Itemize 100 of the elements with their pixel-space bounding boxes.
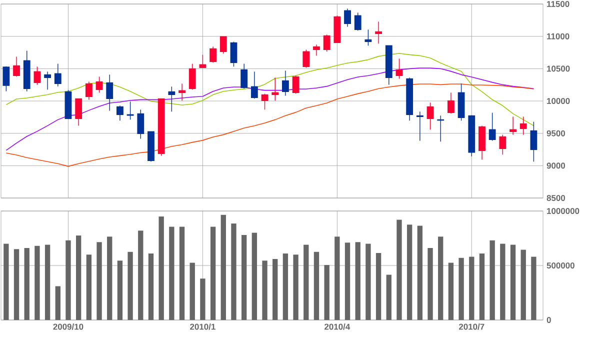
bar xyxy=(334,236,340,320)
bar xyxy=(324,264,330,320)
candlestick xyxy=(85,81,92,100)
candlestick xyxy=(292,75,300,94)
candlestick xyxy=(220,36,227,54)
bar xyxy=(86,254,92,320)
bar xyxy=(396,220,402,320)
candlestick xyxy=(468,114,476,157)
y-tick-label: 11000 xyxy=(547,33,570,40)
bar xyxy=(34,246,40,320)
candlestick xyxy=(520,116,527,136)
candlestick xyxy=(344,8,351,28)
bar xyxy=(479,254,485,320)
candlestick xyxy=(385,45,392,86)
candlestick xyxy=(250,71,258,100)
bar xyxy=(138,230,144,320)
bar xyxy=(344,242,350,320)
bar xyxy=(272,258,278,320)
x-tick-label: 2010/7 xyxy=(458,324,484,330)
bar xyxy=(231,224,236,320)
bar xyxy=(96,242,102,320)
candlestick xyxy=(488,112,496,142)
y-tick-label: 8500 xyxy=(546,195,566,201)
x-tick-label: 2009/10 xyxy=(53,324,84,330)
bar xyxy=(520,250,526,320)
bar xyxy=(55,286,60,320)
candlestick xyxy=(106,74,114,112)
bar xyxy=(241,234,247,320)
y-tick-label: 1000000 xyxy=(547,208,580,214)
candlestick xyxy=(354,12,362,31)
candlestick xyxy=(302,49,310,68)
bar xyxy=(252,232,258,320)
candlestick xyxy=(34,66,41,86)
bar xyxy=(210,226,216,320)
bar xyxy=(220,214,226,320)
candlestick xyxy=(137,109,144,140)
candlestick xyxy=(44,71,52,90)
bar xyxy=(169,226,174,320)
candlestick xyxy=(75,98,82,126)
candlestick xyxy=(406,77,414,122)
candlestick xyxy=(334,15,341,44)
bar xyxy=(314,252,320,320)
bar xyxy=(386,274,392,320)
bar xyxy=(406,224,412,320)
candlestick xyxy=(426,102,434,130)
candlestick xyxy=(96,76,103,94)
candlestick xyxy=(448,92,454,114)
x-tick-label: 2010/4 xyxy=(324,324,350,330)
y-tick-label: 500000 xyxy=(546,262,574,268)
candlestick xyxy=(188,63,196,90)
bar xyxy=(531,256,536,320)
y-tick-label: 10000 xyxy=(547,98,570,104)
candlestick xyxy=(313,44,320,56)
candlestick xyxy=(230,41,238,68)
candlestick xyxy=(210,46,216,63)
bar xyxy=(448,262,454,320)
bar xyxy=(282,254,288,320)
candlestick xyxy=(178,83,186,102)
candlestick xyxy=(458,83,465,122)
x-tick-label: 2010/1 xyxy=(190,324,216,330)
bar xyxy=(438,236,444,320)
bar xyxy=(355,242,360,320)
candlestick xyxy=(64,90,72,120)
candlestick xyxy=(478,125,486,160)
candlestick xyxy=(530,121,538,162)
candlestick xyxy=(2,66,10,92)
candlestick xyxy=(54,63,62,87)
bar xyxy=(24,248,30,320)
y-tick-label: 0 xyxy=(546,317,551,323)
candlestick xyxy=(240,63,248,89)
bar xyxy=(304,244,309,320)
y-tick-label: 10500 xyxy=(547,66,570,72)
bar xyxy=(179,226,185,320)
candlestick xyxy=(323,34,330,52)
bar xyxy=(14,249,20,320)
bar xyxy=(107,236,112,320)
candlestick xyxy=(116,105,124,122)
y-tick-label: 11500 xyxy=(547,1,570,7)
candlestick xyxy=(499,134,506,156)
y-tick-label: 9000 xyxy=(546,162,566,169)
bar xyxy=(262,260,268,320)
bar xyxy=(158,216,164,320)
bar xyxy=(293,254,298,320)
candlestick xyxy=(282,70,289,96)
candlestick xyxy=(23,50,30,92)
y-tick-label: 9500 xyxy=(546,130,566,136)
candlestick xyxy=(375,21,382,44)
bar xyxy=(417,226,423,320)
bar xyxy=(128,252,133,320)
bar xyxy=(66,240,71,320)
bar xyxy=(200,278,206,320)
bar xyxy=(376,252,382,320)
bar xyxy=(148,254,154,320)
candlestick xyxy=(158,98,165,156)
bar xyxy=(428,248,433,320)
candlestick xyxy=(416,111,424,142)
bar xyxy=(190,262,195,320)
candlestick xyxy=(510,116,516,136)
candlestick xyxy=(13,56,20,78)
bar xyxy=(458,258,464,320)
